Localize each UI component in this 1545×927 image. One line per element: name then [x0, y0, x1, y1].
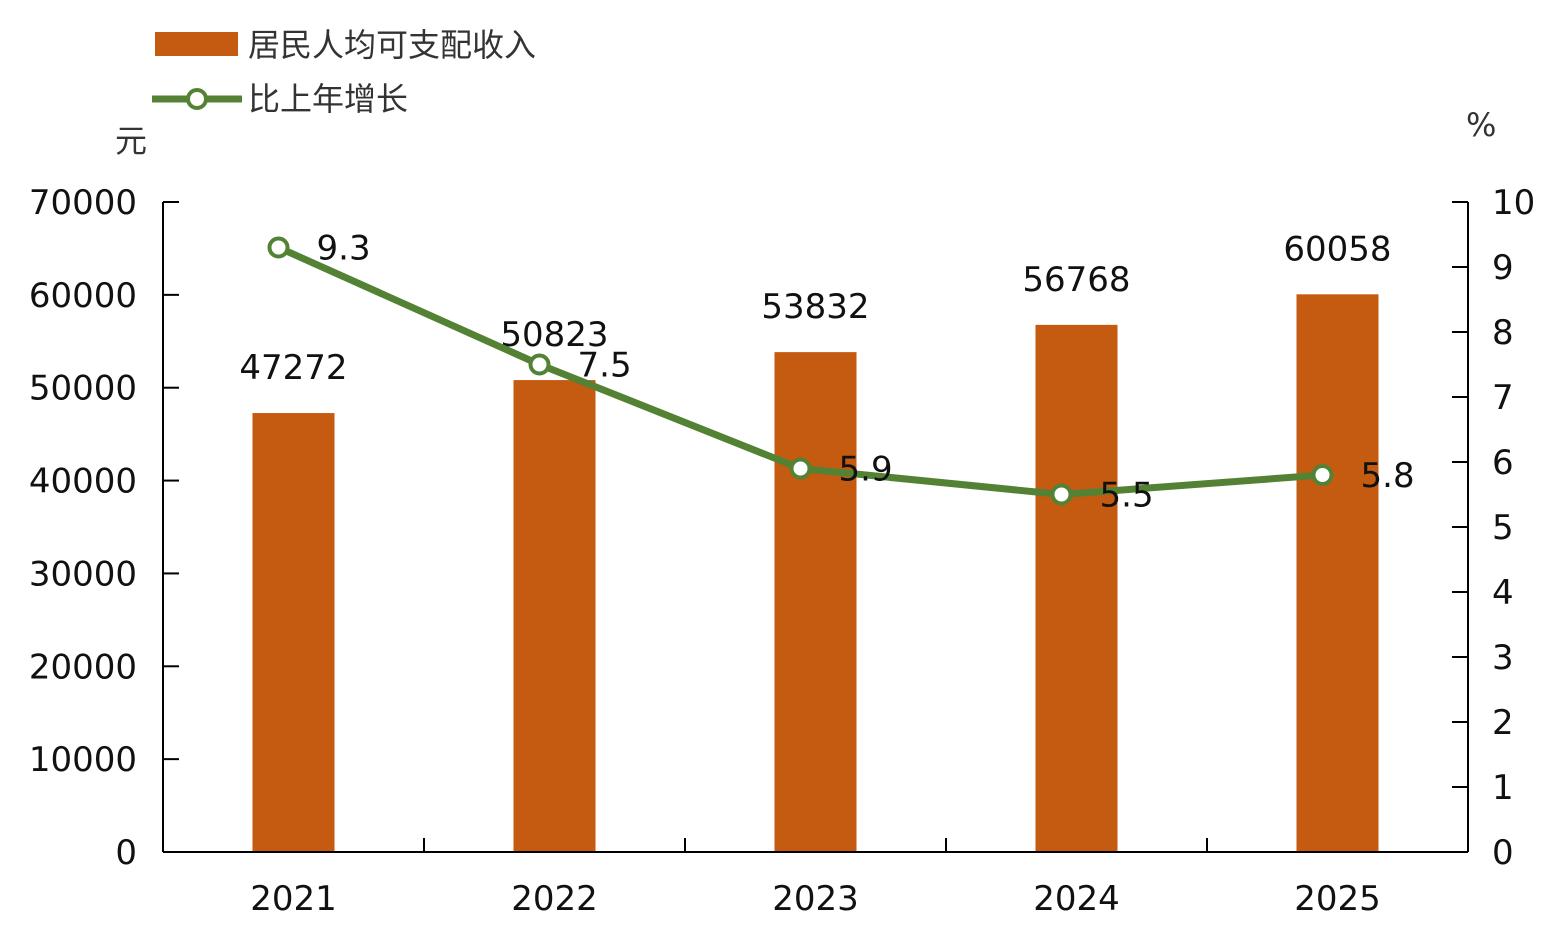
- legend-line-label: 比上年增长: [248, 80, 408, 118]
- growth-value-label-2023: 5.9: [839, 450, 893, 490]
- growth-value-label-2025: 5.8: [1361, 456, 1415, 496]
- legend: 居民人均可支配收入 比上年增长: [152, 26, 536, 118]
- legend-line-marker: [186, 88, 208, 110]
- x-axis-tick-label-2021: 2021: [250, 879, 337, 919]
- x-axis-tick-label-2024: 2024: [1033, 879, 1120, 919]
- bar-value-label-2025: 60058: [1283, 229, 1391, 269]
- line-value-labels: 9.3 7.5 5.9 5.5 5.8: [317, 229, 1415, 516]
- x-axis-tick-label-2025: 2025: [1294, 879, 1381, 919]
- bar-2022: [513, 380, 596, 852]
- left-axis-unit: 元: [115, 122, 147, 160]
- legend-bar-label: 居民人均可支配收入: [248, 26, 536, 64]
- right-axis-tick-label-6: 6: [1492, 443, 1514, 483]
- bar-2025: [1296, 294, 1379, 852]
- right-axis-tick-label-0: 0: [1492, 833, 1514, 873]
- legend-bar-swatch: [155, 32, 238, 56]
- right-axis-tick-label-8: 8: [1492, 313, 1514, 353]
- axes: 0 10000 20000 30000 40000 50000 60000 70000 0 1 2 3…: [29, 183, 1535, 919]
- bar-value-label-2023: 53832: [761, 287, 869, 327]
- left-axis-tick-label-20000: 20000: [29, 647, 137, 687]
- bar-value-label-2024: 56768: [1022, 260, 1130, 300]
- right-axis-tick-label-4: 4: [1492, 573, 1514, 613]
- bar-value-label-2021: 47272: [239, 348, 347, 388]
- growth-point-2022: [528, 353, 551, 376]
- right-axis-tick-label-9: 9: [1492, 248, 1514, 288]
- left-axis-tick-label-0: 0: [115, 833, 137, 873]
- growth-value-label-2022: 7.5: [578, 346, 632, 386]
- right-axis-tick-label-10: 10: [1492, 183, 1535, 223]
- bar-2021: [252, 413, 335, 852]
- left-axis-tick-label-40000: 40000: [29, 462, 137, 502]
- left-axis-tick-label-10000: 10000: [29, 740, 137, 780]
- growth-value-label-2021: 9.3: [317, 229, 371, 269]
- left-axis-tick-label-50000: 50000: [29, 369, 137, 409]
- right-axis-tick-label-3: 3: [1492, 638, 1514, 678]
- right-axis-tick-label-1: 1: [1492, 768, 1514, 808]
- x-axis-tick-label-2023: 2023: [772, 879, 859, 919]
- growth-point-2023: [789, 457, 812, 480]
- right-axis-tick-label-5: 5: [1492, 508, 1514, 548]
- growth-point-2025: [1311, 464, 1334, 486]
- bar-series: [252, 294, 1379, 853]
- right-axis-tick-label-2: 2: [1492, 703, 1514, 743]
- right-axis-unit: %: [1466, 106, 1496, 144]
- left-axis-tick-label-30000: 30000: [29, 554, 137, 594]
- bar-value-label-2022: 50823: [500, 315, 608, 355]
- x-axis-tick-label-2022: 2022: [511, 879, 598, 919]
- left-axis-tick-label-70000: 70000: [29, 183, 137, 223]
- growth-point-2021: [267, 236, 290, 259]
- growth-point-2024: [1050, 483, 1073, 506]
- bar-2023: [774, 352, 857, 852]
- bar-2024: [1035, 324, 1118, 853]
- growth-value-label-2024: 5.5: [1100, 476, 1154, 516]
- right-axis-tick-label-7: 7: [1492, 378, 1514, 418]
- bar-value-labels: 47272 50823 53832 56768 60058: [239, 229, 1391, 388]
- line-series: [267, 236, 1334, 506]
- left-axis-tick-label-60000: 60000: [29, 276, 137, 316]
